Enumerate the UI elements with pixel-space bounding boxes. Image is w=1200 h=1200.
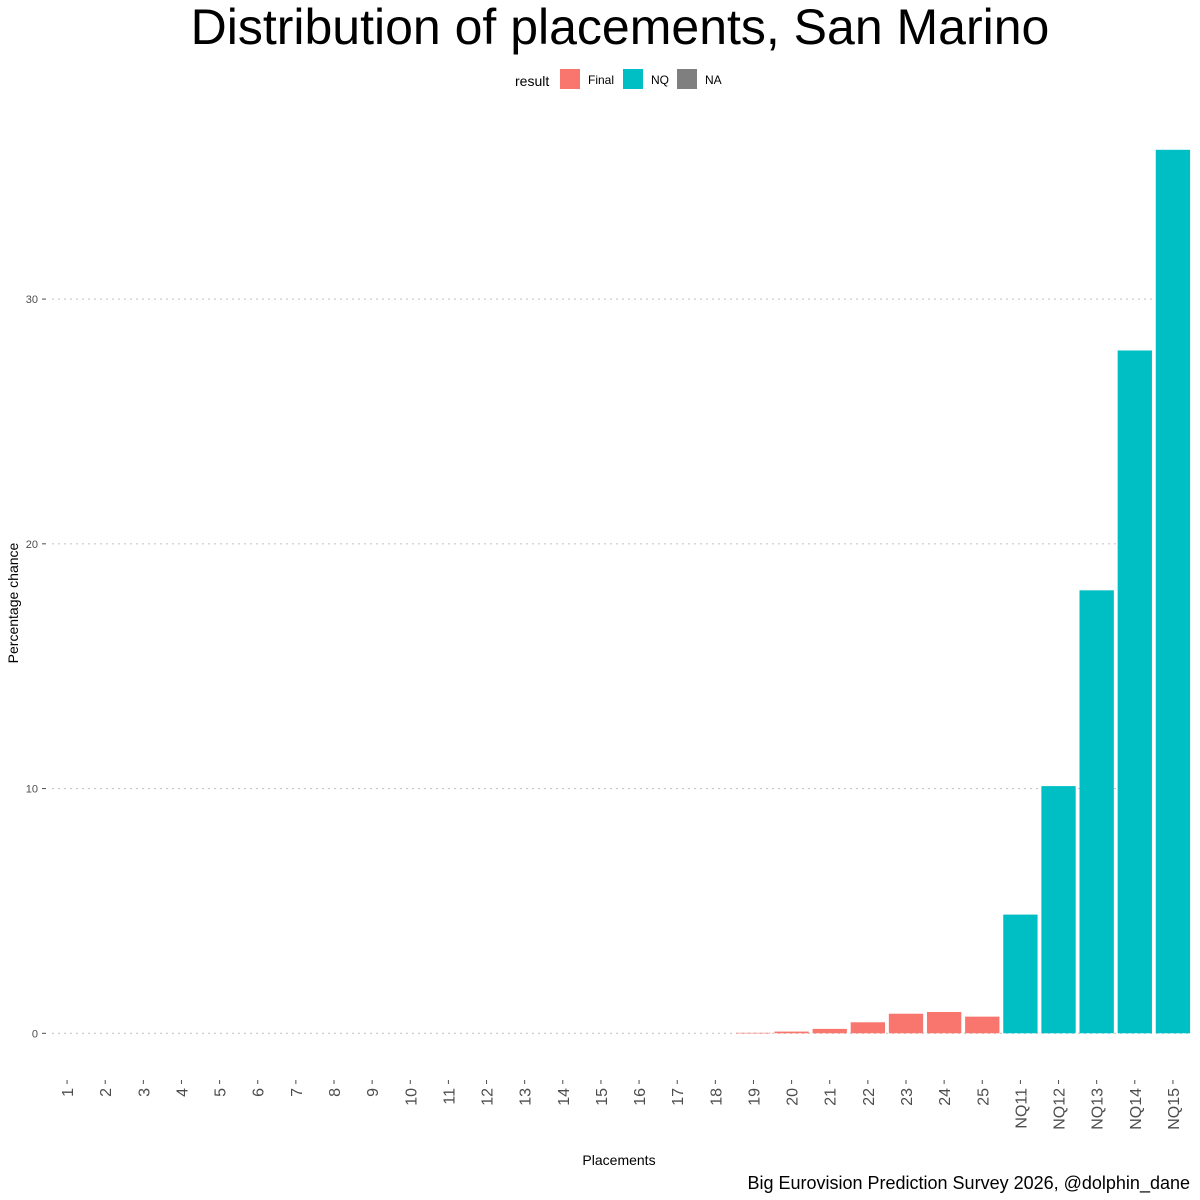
x-tick-label: 8	[327, 1088, 344, 1097]
bars	[736, 149, 1191, 1034]
bar-22	[850, 1022, 886, 1034]
y-tick-labels: 0 10 20 30	[26, 294, 46, 1040]
y-axis-title: Percentage chance	[5, 542, 21, 663]
x-tick-label: 20	[785, 1088, 802, 1106]
x-tick-label: NQ15	[1166, 1088, 1183, 1130]
legend-swatch-na	[677, 69, 697, 89]
x-tick-label: 3	[136, 1088, 153, 1097]
y-tick-label: 10	[26, 784, 38, 796]
x-tick-label: 25	[975, 1088, 992, 1106]
x-tick-label: 17	[670, 1088, 687, 1106]
x-tick-label: 15	[594, 1088, 611, 1106]
x-tick-label: 1	[60, 1088, 77, 1097]
legend-title: result	[515, 73, 549, 89]
chart-title: Distribution of placements, San Marino	[191, 0, 1050, 55]
x-tick-label: 10	[403, 1088, 420, 1106]
x-tick-label: 16	[632, 1088, 649, 1106]
legend-label-final: Final	[588, 73, 614, 87]
x-tick-label: NQ13	[1090, 1088, 1107, 1130]
bar-19	[736, 1032, 771, 1034]
x-tick-label: 18	[708, 1088, 725, 1106]
y-tick-label: 20	[26, 539, 38, 551]
caption: Big Eurovision Prediction Survey 2026, @…	[747, 1173, 1190, 1194]
x-tick-label: 23	[899, 1088, 916, 1106]
x-tick-label: 7	[289, 1088, 306, 1097]
bar-21	[812, 1028, 847, 1034]
x-tick-label: 19	[746, 1088, 763, 1106]
x-tick-label: 9	[365, 1088, 382, 1097]
x-tick-label: NQ11	[1013, 1088, 1030, 1129]
x-tick-label: 22	[861, 1088, 878, 1106]
x-tick-label: NQ14	[1128, 1088, 1145, 1130]
bar-23	[888, 1013, 924, 1034]
bar-20	[774, 1031, 809, 1034]
bar-NQ14	[1117, 350, 1152, 1034]
x-tick-label: 6	[251, 1088, 268, 1097]
legend-label-nq: NQ	[651, 73, 669, 87]
x-tick-label: 24	[937, 1088, 954, 1106]
x-tick-label: 4	[174, 1088, 191, 1097]
x-tick-label: 2	[98, 1088, 115, 1097]
x-tick-label: 13	[518, 1088, 535, 1106]
bar-25	[965, 1016, 1000, 1034]
x-axis-title: Placements	[582, 1152, 655, 1168]
bar-NQ12	[1041, 786, 1076, 1034]
x-tick-label: 12	[480, 1088, 497, 1106]
x-tick-label: 21	[823, 1088, 840, 1106]
bar-24	[926, 1011, 962, 1034]
y-tick-label: 30	[26, 294, 38, 306]
bar-NQ11	[1003, 914, 1038, 1034]
legend-swatch-nq	[623, 69, 643, 89]
x-tick-label: 11	[441, 1088, 458, 1105]
x-tick-labels: 1 2 3 4 5 6 7 8 9 10 11 12 13 14 15 16 17 18 19 20 21 22 23 24 2…	[60, 1080, 1183, 1130]
x-tick-label: NQ12	[1052, 1088, 1069, 1130]
gridlines	[52, 298, 1192, 1034]
bar-NQ15	[1155, 149, 1191, 1034]
x-tick-label: 14	[556, 1088, 573, 1106]
x-tick-label: 5	[213, 1088, 230, 1097]
y-tick-label: 0	[32, 1028, 38, 1040]
legend-label-na: NA	[705, 73, 722, 87]
legend: result Final NQ NA	[515, 69, 722, 89]
bar-NQ13	[1079, 590, 1114, 1034]
legend-swatch-final	[560, 69, 580, 89]
